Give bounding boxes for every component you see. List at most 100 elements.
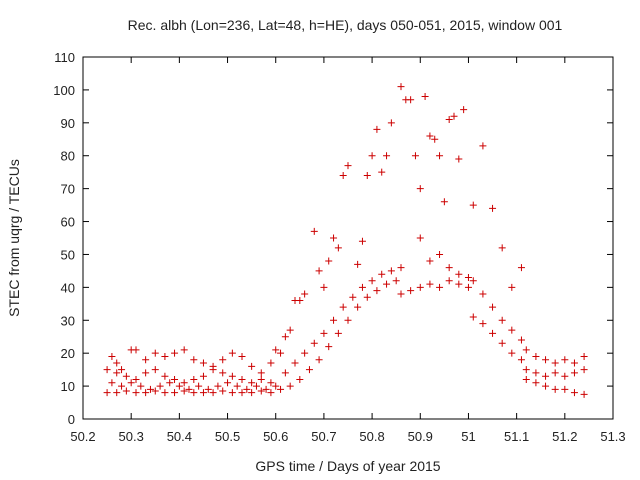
data-point: [320, 283, 328, 291]
data-point: [103, 366, 111, 374]
data-point: [354, 303, 362, 311]
data-point: [498, 244, 506, 252]
y-tick-label: 10: [61, 379, 75, 394]
data-point: [426, 280, 434, 288]
data-point: [248, 379, 256, 387]
data-point: [310, 339, 318, 347]
data-point: [383, 280, 391, 288]
data-point: [199, 372, 207, 380]
data-point: [339, 303, 347, 311]
data-point: [397, 290, 405, 298]
data-point: [373, 125, 381, 133]
data-point: [190, 356, 198, 364]
data-point: [517, 264, 525, 272]
data-point: [142, 356, 150, 364]
data-point: [305, 366, 313, 374]
data-point: [199, 389, 207, 397]
data-point: [551, 359, 559, 367]
y-tick-label: 0: [68, 412, 75, 427]
data-point: [532, 379, 540, 387]
data-point: [219, 387, 227, 395]
data-point: [397, 264, 405, 272]
data-point: [561, 356, 569, 364]
y-tick-label: 110: [54, 50, 75, 65]
data-point: [137, 382, 145, 390]
data-point: [436, 283, 444, 291]
data-point: [334, 244, 342, 252]
data-point: [127, 379, 135, 387]
data-point: [199, 359, 207, 367]
data-point: [238, 389, 246, 397]
data-point: [171, 376, 179, 384]
data-point: [431, 135, 439, 143]
data-point: [204, 385, 212, 393]
plot-frame: [82, 56, 614, 420]
data-point: [142, 389, 150, 397]
data-point: [580, 390, 588, 398]
x-tick-label: 50.9: [408, 429, 433, 444]
x-tick-label: 50.7: [311, 429, 336, 444]
data-point: [416, 234, 424, 242]
data-point: [151, 387, 159, 395]
data-point: [455, 270, 463, 278]
x-tick-label: 50.4: [167, 429, 192, 444]
data-point: [421, 92, 429, 100]
data-point: [281, 333, 289, 341]
data-point: [411, 152, 419, 160]
data-point: [281, 369, 289, 377]
data-point: [542, 356, 550, 364]
data-point: [358, 237, 366, 245]
data-point: [426, 257, 434, 265]
data-point: [315, 356, 323, 364]
data-point: [580, 366, 588, 374]
y-tick-label: 60: [61, 215, 75, 230]
x-tick-label: 51: [461, 429, 475, 444]
data-point: [219, 369, 227, 377]
data-point: [561, 385, 569, 393]
data-point: [238, 352, 246, 360]
data-point: [257, 376, 265, 384]
data-point: [103, 389, 111, 397]
data-point: [267, 359, 275, 367]
y-tick-label: 100: [53, 83, 75, 98]
data-point: [570, 389, 578, 397]
data-point: [542, 382, 550, 390]
data-point: [214, 382, 222, 390]
data-point: [489, 303, 497, 311]
data-point: [387, 119, 395, 127]
x-tick-label: 50.8: [359, 429, 384, 444]
data-point: [339, 171, 347, 179]
data-point: [532, 352, 540, 360]
data-point: [301, 349, 309, 357]
data-point: [267, 379, 275, 387]
data-point: [113, 389, 121, 397]
data-point: [445, 116, 453, 124]
data-point: [378, 270, 386, 278]
data-point: [228, 349, 236, 357]
data-point: [387, 267, 395, 275]
data-point: [248, 362, 256, 370]
data-point: [580, 352, 588, 360]
data-point: [296, 376, 304, 384]
data-point: [286, 326, 294, 334]
data-point: [498, 316, 506, 324]
data-point: [469, 201, 477, 209]
data-point: [416, 185, 424, 193]
data-point: [113, 359, 121, 367]
data-point: [426, 132, 434, 140]
x-tick-label: 50.3: [119, 429, 144, 444]
data-point: [190, 389, 198, 397]
data-point: [161, 372, 169, 380]
x-tick-label: 51.1: [504, 429, 529, 444]
data-point: [479, 142, 487, 150]
data-point: [190, 376, 198, 384]
data-point: [171, 389, 179, 397]
data-point: [238, 376, 246, 384]
data-point: [195, 382, 203, 390]
data-point: [363, 293, 371, 301]
data-point: [142, 369, 150, 377]
y-axis-label: STEC from uqrg / TECUs: [6, 159, 22, 317]
data-point: [455, 155, 463, 163]
data-point: [132, 346, 140, 354]
